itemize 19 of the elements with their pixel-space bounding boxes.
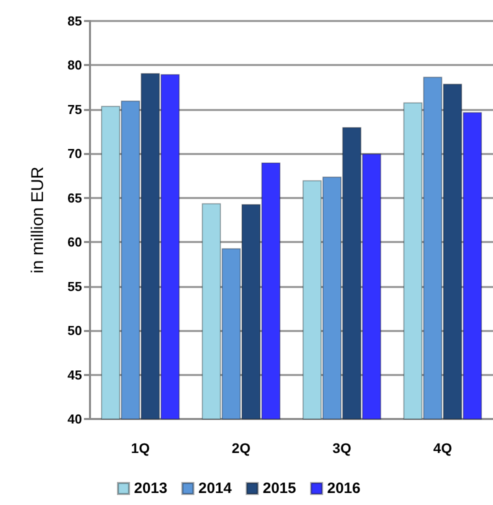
y-tick-label: 75 bbox=[68, 102, 82, 117]
y-axis-title: in million EUR bbox=[28, 166, 47, 274]
y-tick-label: 50 bbox=[68, 323, 82, 338]
y-tick-label: 55 bbox=[68, 278, 82, 294]
x-tick-label: 3Q bbox=[332, 440, 352, 456]
y-tick-label: 70 bbox=[68, 146, 82, 162]
x-tick-label: 1Q bbox=[131, 440, 150, 456]
y-tick-label: 85 bbox=[68, 14, 82, 28]
legend-label: 2015 bbox=[262, 480, 296, 497]
y-tick-label: 65 bbox=[68, 190, 82, 206]
y-tick-label: 80 bbox=[68, 58, 82, 73]
legend-label: 2013 bbox=[134, 480, 168, 497]
y-tick-label: 60 bbox=[68, 234, 82, 250]
y-tick-label: 45 bbox=[68, 367, 82, 382]
legend-label: 2014 bbox=[198, 480, 232, 497]
legend-label: 2016 bbox=[327, 480, 360, 497]
y-tick-label: 40 bbox=[68, 412, 82, 426]
x-tick-label: 4Q bbox=[433, 440, 452, 456]
x-tick-label: 2Q bbox=[232, 440, 251, 456]
